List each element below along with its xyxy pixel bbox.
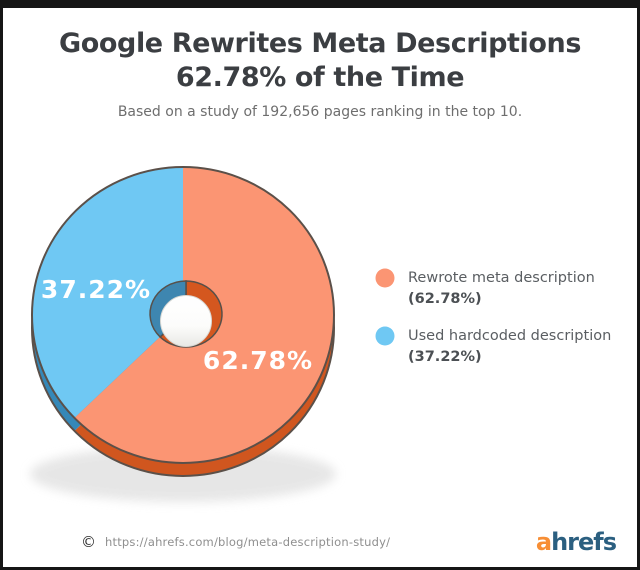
donut-chart: 37.22% 62.78% (30, 166, 336, 502)
legend-text-rewrote: Rewrote meta description (62.78%) (408, 268, 595, 310)
slice-label-hardcoded: 37.22% (41, 275, 151, 304)
slice-label-rewrote: 62.78% (203, 346, 313, 375)
legend-item-rewrote: Rewrote meta description (62.78%) (375, 268, 611, 310)
chart-subtitle: Based on a study of 192,656 pages rankin… (117, 104, 523, 120)
legend-label: Used hardcoded description (408, 328, 612, 344)
legend-text-hardcoded: Used hardcoded description (37.22%) (408, 326, 611, 368)
ahrefs-logo: ahrefs (535, 528, 617, 556)
pie-slice-hardcoded (31, 167, 183, 418)
footer: © https://ahrefs.com/blog/meta-descripti… (81, 528, 617, 556)
chart-legend: Rewrote meta description (62.78%) Used h… (375, 268, 611, 368)
ahrefs-logo-a: a (535, 528, 552, 556)
title-line-1: Google Rewrites Meta Descriptions (58, 28, 582, 59)
pie-outline (31, 166, 335, 464)
legend-item-hardcoded: Used hardcoded description (37.22%) (375, 326, 611, 368)
legend-label: Rewrote meta description (408, 270, 595, 286)
donut-hole (160, 295, 212, 347)
legend-dot-orange-icon (375, 268, 395, 288)
source-attribution: © https://ahrefs.com/blog/meta-descripti… (81, 532, 391, 551)
legend-percent: (62.78%) (408, 291, 482, 307)
legend-percent: (37.22%) (408, 349, 482, 365)
source-url: https://ahrefs.com/blog/meta-description… (105, 535, 391, 549)
legend-dot-blue-icon (375, 326, 395, 346)
title-line-2: 62.78% of the Time (175, 62, 465, 93)
page-title: Google Rewrites Meta Descriptions 62.78%… (3, 27, 637, 95)
copyright-icon: © (81, 532, 96, 551)
ahrefs-logo-rest: hrefs (551, 528, 617, 556)
